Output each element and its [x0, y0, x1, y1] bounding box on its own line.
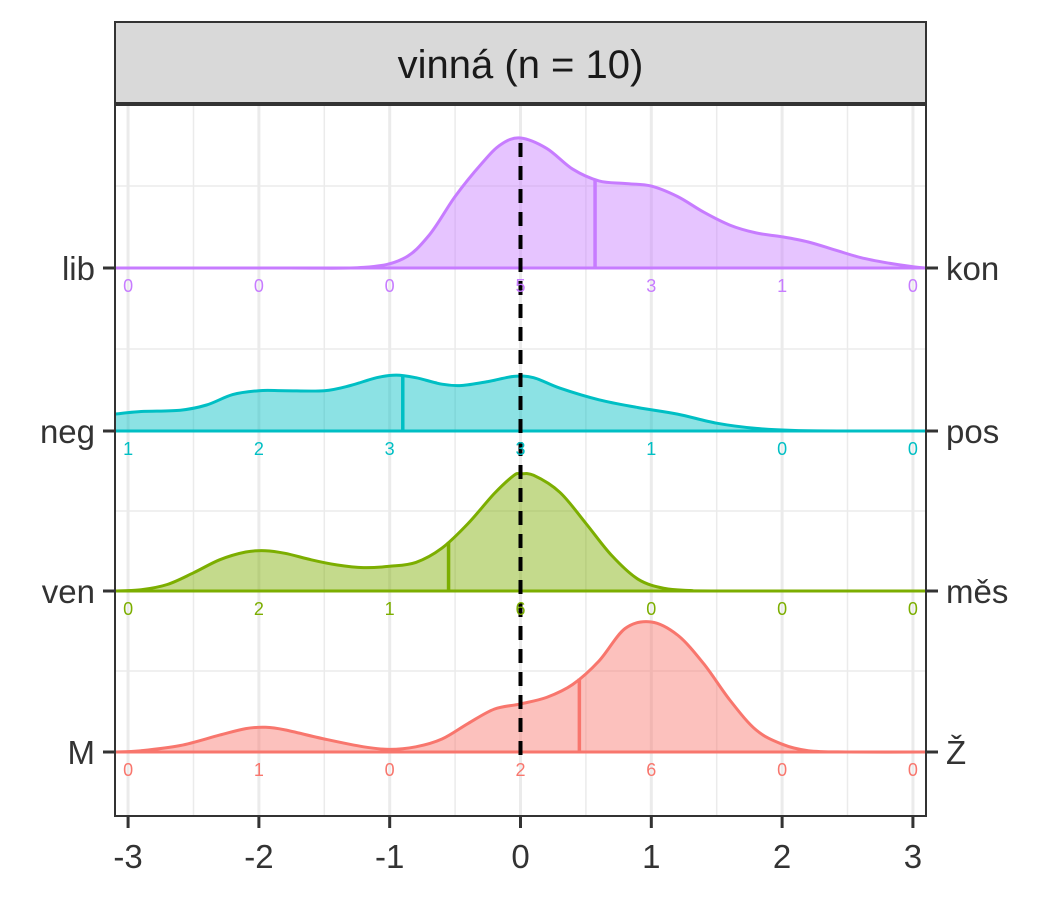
ridge-line-neg	[114, 373, 927, 433]
count-label: 0	[123, 276, 133, 296]
count-label: 6	[646, 760, 656, 780]
y-label-left-M: M	[68, 734, 96, 771]
count-label: 0	[254, 276, 264, 296]
y-label-right: měs	[946, 573, 1008, 610]
count-label: 3	[646, 276, 656, 296]
count-label: 1	[777, 276, 787, 296]
count-label: 2	[254, 439, 264, 459]
x-tick-label: 1	[642, 838, 660, 875]
y-label-right: pos	[946, 413, 999, 450]
y-label-left-ven: ven	[42, 573, 95, 610]
count-label: 0	[385, 276, 395, 296]
count-label: 1	[385, 599, 395, 619]
count-label: 1	[646, 439, 656, 459]
x-tick-label: 2	[773, 838, 791, 875]
x-tick-label: 3	[904, 838, 922, 875]
count-label: 2	[515, 760, 525, 780]
x-tick-label: -2	[244, 838, 273, 875]
x-tick-label: -3	[113, 838, 142, 875]
y-label-right: kon	[946, 250, 999, 287]
ridge-line-M	[114, 620, 927, 754]
count-label: 0	[123, 599, 133, 619]
count-labels: 0 0 0 5 3 1 0 1 2 3 3 1 0 0 0 2 1 6 0 0 0 0 1 0 2 6 0 0	[123, 276, 918, 780]
x-tick-label: 0	[511, 838, 529, 875]
y-label-left-lib: lib	[62, 250, 95, 287]
count-label: 0	[385, 760, 395, 780]
count-label: 0	[908, 760, 918, 780]
y-label-left-neg: neg	[40, 413, 95, 450]
ridge-fill-lib	[115, 137, 926, 269]
x-tick-label: -1	[375, 838, 404, 875]
axes: lib kon neg pos ven měs M Ž -3 -2 -1 0 1 2 3	[40, 250, 1008, 875]
count-label: 0	[123, 760, 133, 780]
count-label: 6	[515, 599, 525, 619]
count-label: 1	[123, 439, 133, 459]
ridge-fill-M	[115, 621, 926, 753]
count-label: 1	[254, 760, 264, 780]
ridge-line-lib	[114, 136, 927, 270]
y-label-right: Ž	[946, 734, 966, 771]
facet-strip: vinná (n = 10)	[114, 21, 927, 104]
count-label: 0	[908, 599, 918, 619]
count-label: 0	[777, 760, 787, 780]
strip-background	[114, 21, 927, 104]
count-label: 3	[515, 439, 525, 459]
count-label: 0	[908, 276, 918, 296]
count-label: 0	[777, 439, 787, 459]
ridge-line-ven	[114, 471, 927, 593]
strip-title: vinná (n = 10)	[398, 43, 644, 87]
count-label: 0	[777, 599, 787, 619]
count-label: 0	[646, 599, 656, 619]
count-label: 5	[515, 276, 525, 296]
count-label: 2	[254, 599, 264, 619]
count-label: 3	[385, 439, 395, 459]
count-label: 0	[908, 439, 918, 459]
